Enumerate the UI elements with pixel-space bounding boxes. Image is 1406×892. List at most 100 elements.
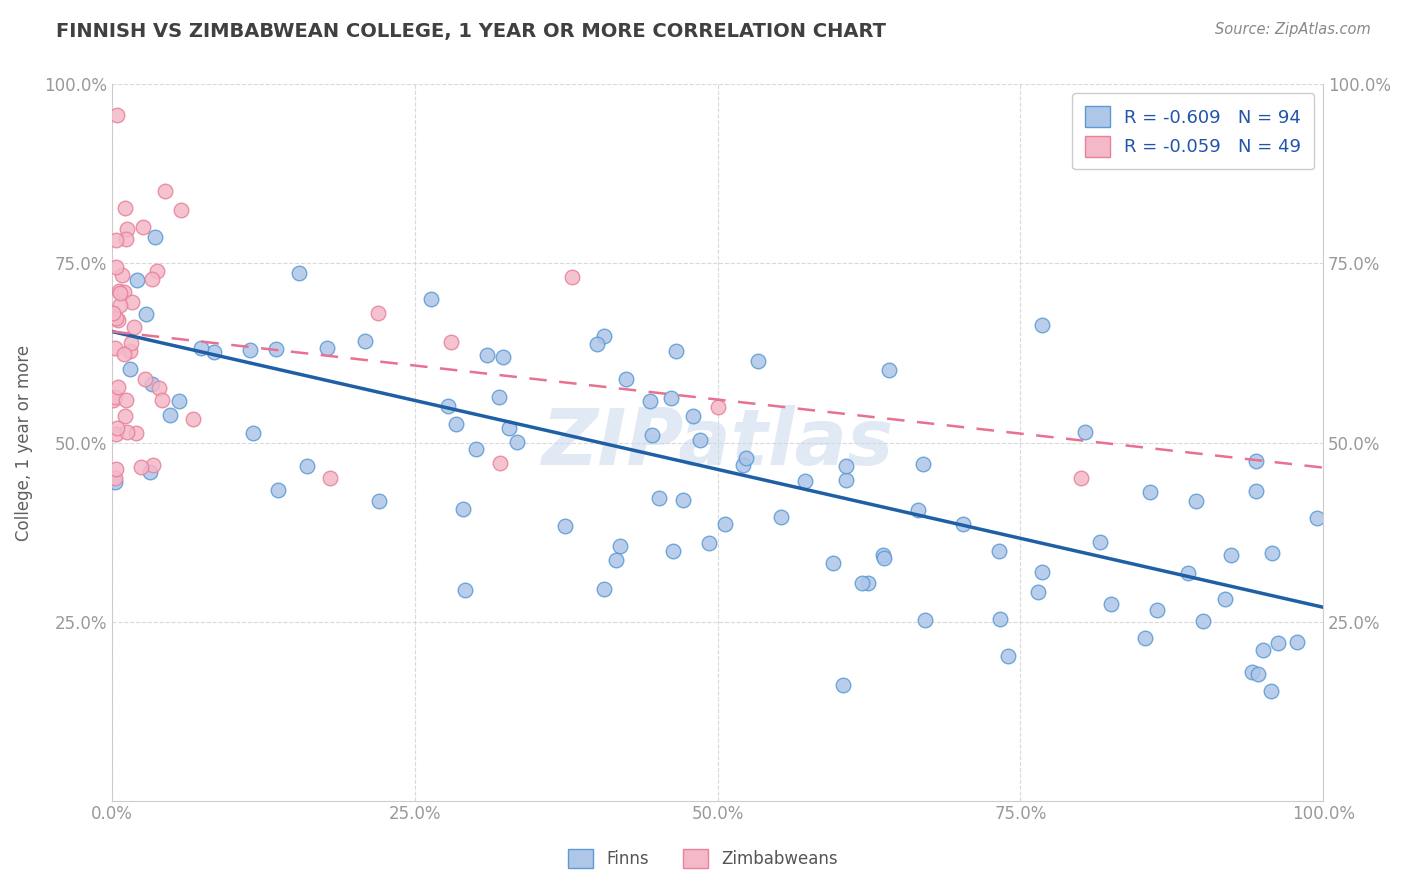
Point <box>697 536 720 550</box>
Point <box>153 184 176 198</box>
Point <box>1026 584 1049 599</box>
Point <box>734 450 756 465</box>
Point <box>609 539 631 553</box>
Point <box>135 307 157 321</box>
Point <box>488 457 510 471</box>
Point <box>105 108 128 122</box>
Point <box>121 295 143 310</box>
Point <box>1267 636 1289 650</box>
Point <box>873 551 896 566</box>
Point <box>1213 592 1236 607</box>
Point <box>105 427 128 442</box>
Point <box>1090 535 1112 549</box>
Point <box>242 425 264 440</box>
Point <box>605 553 627 567</box>
Point <box>120 336 142 351</box>
Point <box>1031 565 1053 579</box>
Point <box>264 343 287 357</box>
Point <box>107 313 129 327</box>
Point <box>114 201 136 215</box>
Point <box>747 354 769 368</box>
Point <box>706 400 728 414</box>
Point <box>104 234 127 248</box>
Point <box>834 458 856 473</box>
Point <box>444 417 467 431</box>
Point <box>141 272 163 286</box>
Point <box>118 361 141 376</box>
Point <box>672 492 695 507</box>
Point <box>733 458 755 472</box>
Point <box>419 292 441 306</box>
Point <box>108 297 131 311</box>
Point <box>682 409 704 423</box>
Point <box>638 394 661 409</box>
Point <box>1306 510 1329 524</box>
Point <box>464 442 486 456</box>
Point <box>1031 318 1053 333</box>
Point <box>592 582 614 597</box>
Point <box>287 266 309 280</box>
Point <box>104 311 127 326</box>
Point <box>614 372 637 386</box>
Point <box>114 409 136 424</box>
Point <box>148 381 170 395</box>
Point <box>105 421 128 435</box>
Point <box>129 460 152 475</box>
Point <box>858 575 880 590</box>
Point <box>831 678 853 692</box>
Point <box>769 510 792 524</box>
Point <box>132 220 155 235</box>
Point <box>120 344 142 359</box>
Point <box>477 347 499 361</box>
Legend: Finns, Zimbabweans: Finns, Zimbabweans <box>562 842 844 875</box>
Point <box>440 335 463 350</box>
Y-axis label: College, 1 year or more: College, 1 year or more <box>15 344 32 541</box>
Point <box>821 556 844 570</box>
Point <box>586 337 609 351</box>
Text: FINNISH VS ZIMBABWEAN COLLEGE, 1 YEAR OR MORE CORRELATION CHART: FINNISH VS ZIMBABWEAN COLLEGE, 1 YEAR OR… <box>56 22 886 41</box>
Point <box>104 391 127 405</box>
Point <box>104 471 127 485</box>
Point <box>159 408 181 422</box>
Point <box>593 328 616 343</box>
Point <box>506 434 529 449</box>
Point <box>122 320 145 334</box>
Point <box>108 286 131 301</box>
Point <box>689 433 711 447</box>
Text: Source: ZipAtlas.com: Source: ZipAtlas.com <box>1215 22 1371 37</box>
Point <box>142 458 165 473</box>
Point <box>181 412 204 426</box>
Point <box>368 493 391 508</box>
Point <box>143 229 166 244</box>
Point <box>1184 494 1206 508</box>
Point <box>451 502 474 516</box>
Point <box>134 372 156 386</box>
Point <box>436 399 458 413</box>
Point <box>952 517 974 532</box>
Point <box>115 425 138 439</box>
Point <box>1260 546 1282 560</box>
Point <box>1070 471 1092 485</box>
Point <box>1139 485 1161 500</box>
Point <box>101 306 124 320</box>
Point <box>914 613 936 627</box>
Text: ZIPatlas: ZIPatlas <box>541 405 894 481</box>
Point <box>561 270 583 285</box>
Point <box>114 392 136 407</box>
Point <box>641 427 664 442</box>
Point <box>1251 642 1274 657</box>
Point <box>108 284 131 298</box>
Point <box>115 232 138 246</box>
Point <box>170 202 193 217</box>
Point <box>907 503 929 517</box>
Point <box>665 343 688 358</box>
Point <box>1146 602 1168 616</box>
Point <box>1244 484 1267 499</box>
Point <box>1099 597 1122 611</box>
Point <box>1241 665 1264 680</box>
Point <box>107 380 129 394</box>
Point <box>1285 634 1308 648</box>
Point <box>267 483 290 498</box>
Point <box>316 341 339 355</box>
Point <box>167 394 190 409</box>
